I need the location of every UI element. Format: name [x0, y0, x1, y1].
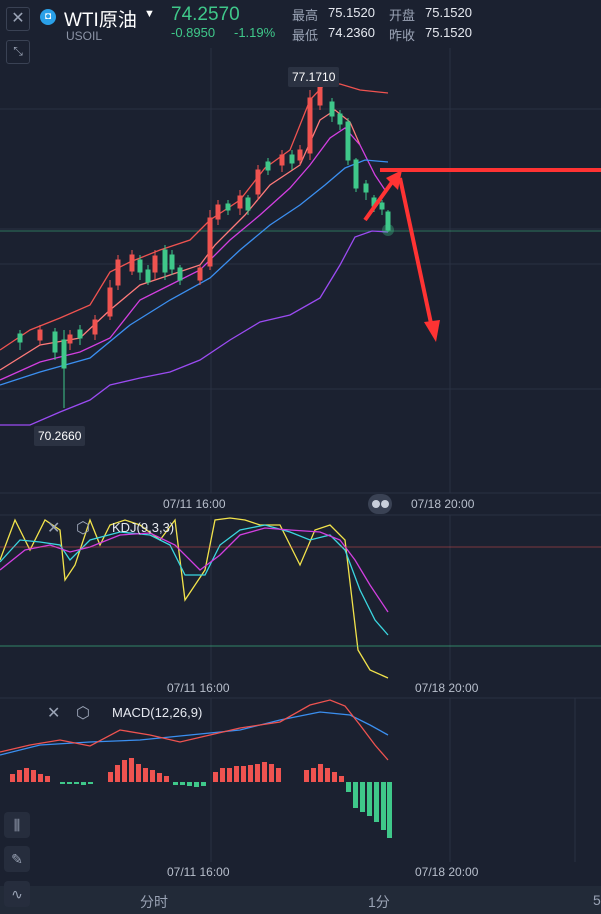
high-price-callout: 77.1710: [288, 67, 340, 87]
macd-time-label-2: 07/18 20:00: [415, 865, 479, 879]
macd-label: MACD(12,26,9): [112, 705, 203, 720]
stat-high-label: 最高: [292, 8, 319, 23]
kdj-time-label-2: 07/18 20:00: [415, 681, 479, 695]
scroll-handle[interactable]: [368, 494, 392, 514]
period-tab-bar: [0, 886, 601, 914]
collapse-icon[interactable]: ⤡: [6, 40, 30, 64]
symbol-name[interactable]: WTI原油: [64, 10, 137, 31]
main-time-label-2: 07/18 20:00: [411, 497, 475, 511]
tab-5min[interactable]: 5: [593, 892, 601, 908]
stat-low-value: 74.2360: [328, 25, 375, 40]
stat-low-label: 最低: [292, 28, 319, 43]
tab-timeshare[interactable]: 分时: [140, 894, 168, 910]
stat-prevclose-value: 75.1520: [425, 25, 472, 40]
low-price-callout: 70.2660: [34, 426, 86, 446]
close-icon[interactable]: ✕: [47, 520, 61, 537]
stat-high-value: 75.1520: [328, 5, 375, 20]
candlestick-icon[interactable]: ⫼: [4, 812, 30, 838]
stat-prevclose-label: 昨收: [389, 28, 416, 43]
line-chart-icon[interactable]: ∿: [4, 881, 30, 907]
price-change: -0.8950: [171, 25, 216, 40]
main-time-label-1: 07/11 16:00: [163, 497, 226, 511]
kdj-label: KDJ(9,3,3): [112, 520, 175, 535]
settings-hexagon-icon[interactable]: ⬡: [76, 520, 90, 537]
last-price: 74.2570: [171, 4, 240, 25]
chart-canvas[interactable]: [0, 0, 601, 886]
tab-1min[interactable]: 1分: [368, 894, 390, 910]
pencil-icon[interactable]: ✎: [4, 846, 30, 872]
stat-open-value: 75.1520: [425, 5, 472, 20]
candles: [17, 80, 394, 408]
oil-icon: ◘: [40, 9, 56, 25]
stat-open-label: 开盘: [389, 8, 416, 23]
macd-histogram: [10, 758, 392, 838]
price-change-percent: -1.19%: [234, 25, 276, 40]
kdj-time-label-1: 07/11 16:00: [167, 681, 230, 695]
annotation-arrows: [363, 168, 601, 342]
kdj-lines: [0, 517, 389, 679]
symbol-code: USOIL: [66, 29, 103, 43]
macd-time-label-1: 07/11 16:00: [167, 865, 230, 879]
macd-lines: [0, 699, 389, 761]
settings-hexagon-icon[interactable]: ⬡: [76, 705, 90, 722]
chevron-down-icon[interactable]: ▼: [144, 8, 155, 20]
main-indicator-lines: [0, 83, 389, 426]
close-icon[interactable]: ✕: [47, 705, 61, 722]
close-button[interactable]: ✕: [6, 7, 30, 31]
